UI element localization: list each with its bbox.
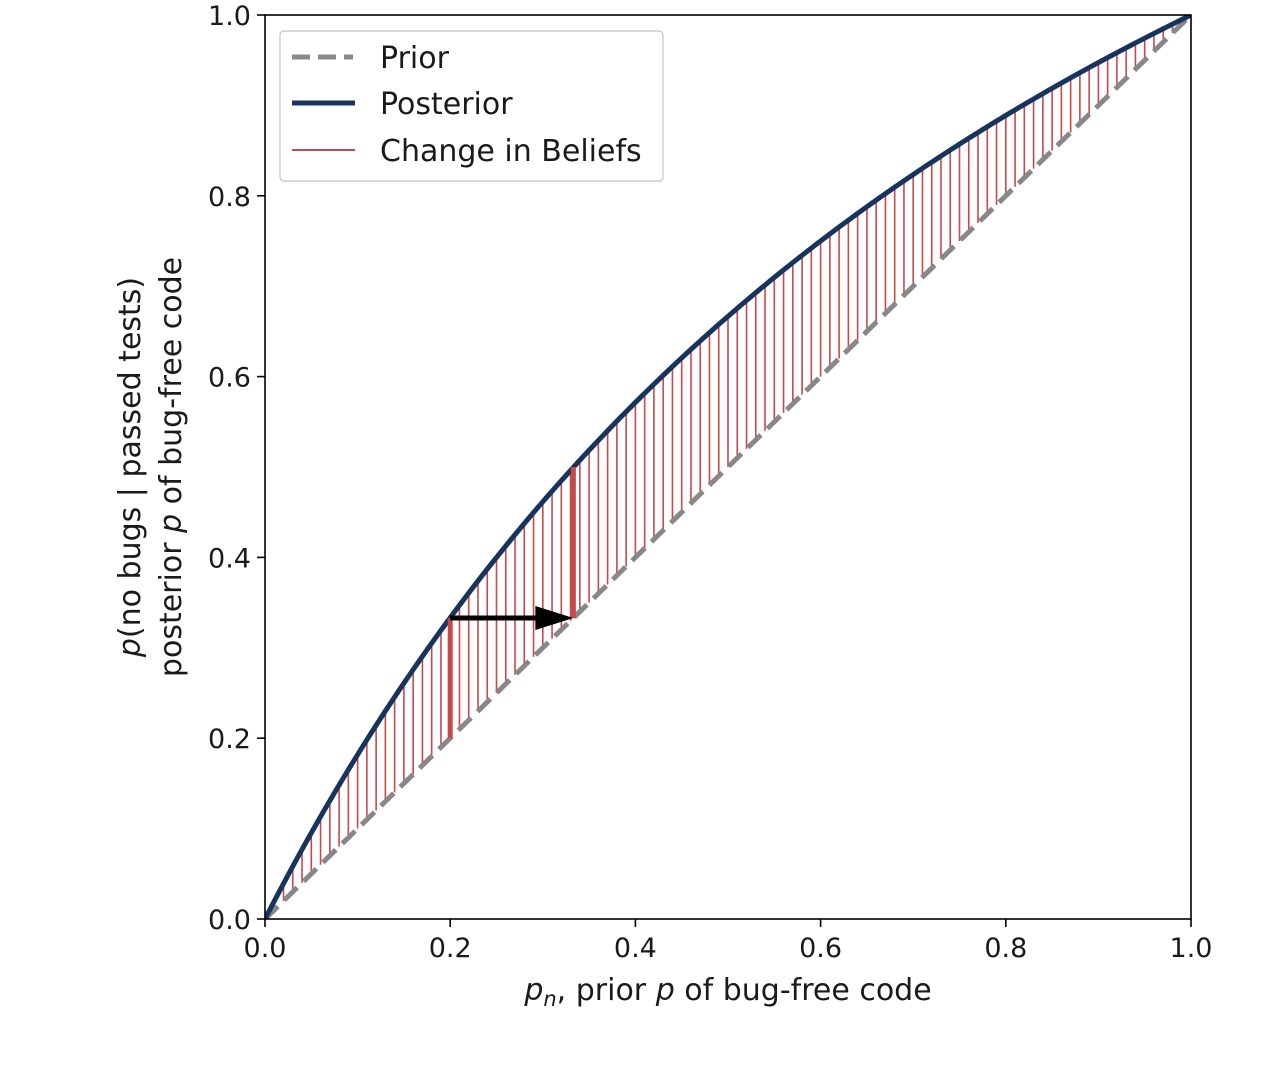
x-tick-label-0: 0.0 [244, 933, 287, 964]
legend: Prior Posterior Change in Beliefs [279, 30, 664, 182]
y-tick-label-2: 0.4 [208, 543, 251, 574]
legend-frame [279, 30, 664, 182]
y-tick-label-1: 0.2 [208, 724, 251, 755]
y-tick-label-0: 0.0 [208, 905, 251, 936]
x-tick-label-5: 1.0 [1170, 933, 1213, 964]
x-tick-label-1: 0.2 [429, 933, 472, 964]
y-tick-label-3: 0.6 [208, 363, 251, 394]
x-axis-label: pn, prior p of bug-free code [523, 973, 931, 1011]
posterior-line [265, 15, 1191, 919]
legend-prior-label: Prior [380, 41, 450, 76]
y-tick-label-5: 1.0 [208, 1, 251, 32]
y-axis-label-line2: posterior p of bug-free code [154, 257, 189, 677]
y-tick-label-4: 0.8 [208, 182, 251, 213]
legend-change-label: Change in Beliefs [380, 134, 642, 169]
x-tick-label-2: 0.4 [614, 933, 657, 964]
x-tick-label-4: 0.8 [984, 933, 1027, 964]
plot-frame [264, 14, 1192, 920]
x-tick-label-3: 0.6 [799, 933, 842, 964]
legend-posterior-label: Posterior [380, 87, 513, 122]
arrow-head [535, 605, 574, 630]
y-axis-label-line1: p(no bugs | passed tests) [113, 277, 148, 658]
